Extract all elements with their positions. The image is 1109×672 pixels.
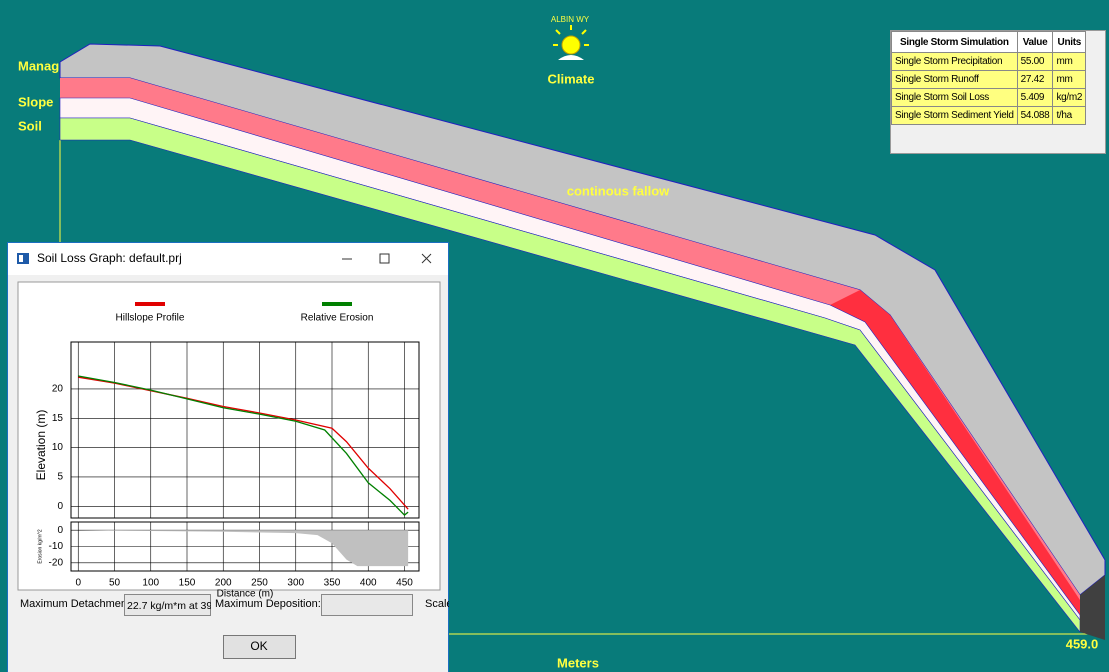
x-tick-label: 50 (109, 578, 121, 589)
field (124, 594, 211, 616)
max-detachment-label: Maximum Detachment: (20, 598, 133, 610)
legend-swatch (322, 302, 352, 306)
y2-axis-label: Erosion kg/m^2 (37, 529, 43, 564)
results-table: Single Storm Simulation Value Units Single… (890, 30, 1106, 154)
maximize-button[interactable] (379, 253, 390, 264)
x-axis-label: Distance (m) (217, 589, 274, 600)
line (78, 375, 409, 516)
y-tick-label: 10 (52, 442, 64, 453)
cell: Single Storm Soil Loss (891, 88, 1018, 107)
x-tick-label: 0 (75, 578, 81, 589)
max-detachment-value: 22.7 kg/m*m at 399 m (127, 600, 230, 612)
y-tick-label: 20 (52, 384, 64, 395)
y-tick-label: 5 (57, 472, 63, 483)
close-button[interactable] (421, 253, 432, 264)
plot-area (70, 341, 420, 519)
soil-label: Soil (18, 118, 42, 133)
max-deposition-box (321, 594, 413, 616)
dialog: Soil Loss Graph: default.prj 0 50 100 150 20… (7, 242, 449, 672)
dialog-title: Soil Loss Graph: default.prj (37, 251, 182, 265)
x-tick-label: 150 (179, 578, 196, 589)
cell: mm (1052, 52, 1087, 71)
app-icon (19, 255, 23, 262)
climate-icon (553, 25, 589, 60)
cell: Single Storm Sediment Yield (891, 106, 1018, 125)
climate-station: ALBIN WY (551, 15, 590, 24)
cell: mm (1052, 70, 1087, 89)
x-tick-label: 350 (324, 578, 341, 589)
length-unit: Meters (557, 655, 599, 670)
climate-label: Climate (548, 71, 595, 86)
cell: 5.409 (1016, 88, 1054, 107)
cell: Single Storm Precipitation (891, 52, 1018, 71)
ok-button-label[interactable]: OK (250, 639, 267, 653)
x-tick-label: 100 (142, 578, 159, 589)
x-tick-label: 400 (360, 578, 377, 589)
cell: kg/m2 (1052, 88, 1087, 107)
max-deposition-label: Maximum Deposition: (215, 598, 321, 610)
y2-tick-label: -10 (49, 541, 64, 552)
x-tick-label: 250 (251, 578, 268, 589)
max-detachment-box: 22.7 kg/m*m at 399 m (124, 594, 230, 616)
y2-tick-label: -20 (49, 557, 64, 568)
legend-label: Hillslope Profile (116, 313, 185, 324)
cell: t/ha (1052, 106, 1087, 125)
y-axis-label: Elevation (m) (34, 410, 48, 481)
y2-tick-label: 0 (57, 525, 63, 536)
end-face (1080, 575, 1105, 640)
cell: 54.088 (1016, 106, 1054, 125)
x-tick-label: 200 (215, 578, 232, 589)
cell: 27.42 (1016, 70, 1054, 89)
ok-button[interactable] (223, 635, 296, 659)
management-name: continous fallow (567, 183, 670, 198)
x-tick-label: 450 (396, 578, 413, 589)
header-cell: Value (1016, 31, 1054, 53)
slope-label: Slope (18, 94, 53, 109)
table: Single Storm Simulation Value Units Single… (891, 31, 1087, 125)
y-tick-label: 0 (57, 501, 63, 512)
header-cell: Single Storm Simulation (891, 31, 1018, 53)
legend-swatch (135, 302, 165, 306)
scale-label: Scale (425, 598, 449, 610)
title-bar (8, 243, 448, 275)
cell: 55.00 (1016, 52, 1054, 71)
erosion-area (78, 530, 409, 567)
legend-label: Relative Erosion (301, 313, 374, 324)
graph: 0 50 100 150 200 250 300 350 400 450051015200-10-… (34, 302, 420, 600)
header-cell: Units (1052, 31, 1087, 53)
length-value: 459.0 (1066, 636, 1099, 651)
y-tick-label: 15 (52, 413, 64, 424)
x-tick-label: 300 (287, 578, 304, 589)
cell: Single Storm Runoff (891, 70, 1018, 89)
